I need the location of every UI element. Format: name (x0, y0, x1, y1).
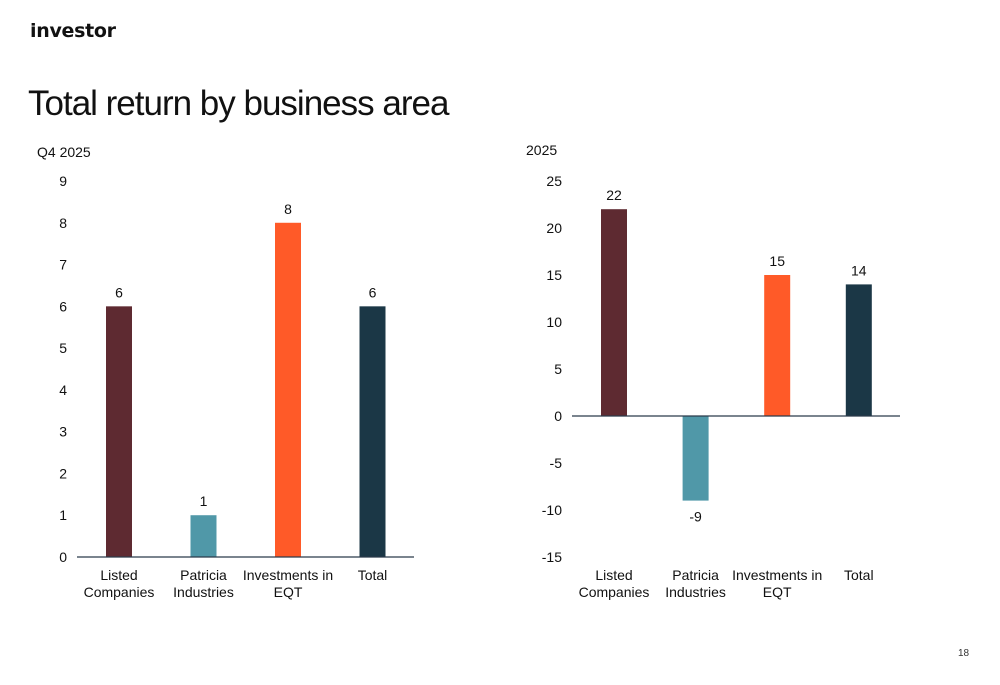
y-tick-label: 7 (59, 257, 67, 273)
x-tick-label: Total (844, 567, 874, 583)
y-tick-label: -15 (542, 549, 562, 565)
x-tick-label: Investments in (243, 567, 333, 583)
x-tick-label: Companies (84, 584, 155, 600)
bar (601, 209, 627, 416)
page-number: 18 (958, 648, 970, 659)
data-label: 14 (851, 262, 867, 278)
bar (190, 515, 217, 557)
y-tick-label: 6 (59, 298, 67, 314)
x-tick-label: Industries (665, 584, 726, 600)
y-tick-label: 4 (59, 382, 67, 398)
y-tick-label: -10 (542, 502, 562, 518)
y-tick-label: 3 (59, 424, 67, 440)
bar (682, 416, 709, 501)
data-label: 1 (200, 493, 208, 509)
y-tick-label: 0 (59, 549, 67, 565)
data-label: 6 (115, 284, 123, 300)
data-label: -9 (689, 509, 702, 525)
data-label: 15 (769, 253, 785, 269)
y-tick-label: 5 (554, 361, 562, 377)
y-tick-label: 8 (59, 215, 67, 231)
y-tick-label: 2 (59, 465, 67, 481)
y-tick-label: -5 (550, 455, 563, 471)
x-tick-label: Investments in (732, 567, 822, 583)
chart-2025: 2025-15-10-5051015202522ListedCompanies-… (526, 142, 900, 600)
y-tick-label: 10 (546, 314, 562, 330)
investor-logo: investor (30, 20, 116, 42)
x-tick-label: Listed (100, 567, 137, 583)
bar (275, 222, 301, 557)
y-tick-label: 9 (59, 173, 67, 189)
x-tick-label: Patricia (180, 567, 227, 583)
x-tick-label: Industries (173, 584, 234, 600)
chart-subtitle: Q4 2025 (37, 144, 91, 160)
y-tick-label: 20 (546, 220, 562, 236)
page-title: Total return by business area (28, 84, 449, 123)
x-tick-label: Companies (579, 584, 650, 600)
x-tick-label: Listed (595, 567, 632, 583)
x-tick-label: Total (358, 567, 388, 583)
bar (845, 284, 872, 416)
y-tick-label: 5 (59, 340, 67, 356)
bar (106, 306, 132, 557)
data-label: 8 (284, 201, 292, 217)
data-label: 22 (606, 187, 622, 203)
y-tick-label: 15 (546, 267, 562, 283)
bar (764, 275, 791, 416)
x-tick-label: EQT (763, 584, 792, 600)
data-label: 6 (369, 284, 377, 300)
y-tick-label: 1 (59, 507, 67, 523)
y-tick-label: 0 (554, 408, 562, 424)
x-tick-label: EQT (274, 584, 303, 600)
y-tick-label: 25 (546, 173, 562, 189)
bar (359, 306, 386, 557)
chart-subtitle: 2025 (526, 142, 557, 158)
x-tick-label: Patricia (672, 567, 719, 583)
